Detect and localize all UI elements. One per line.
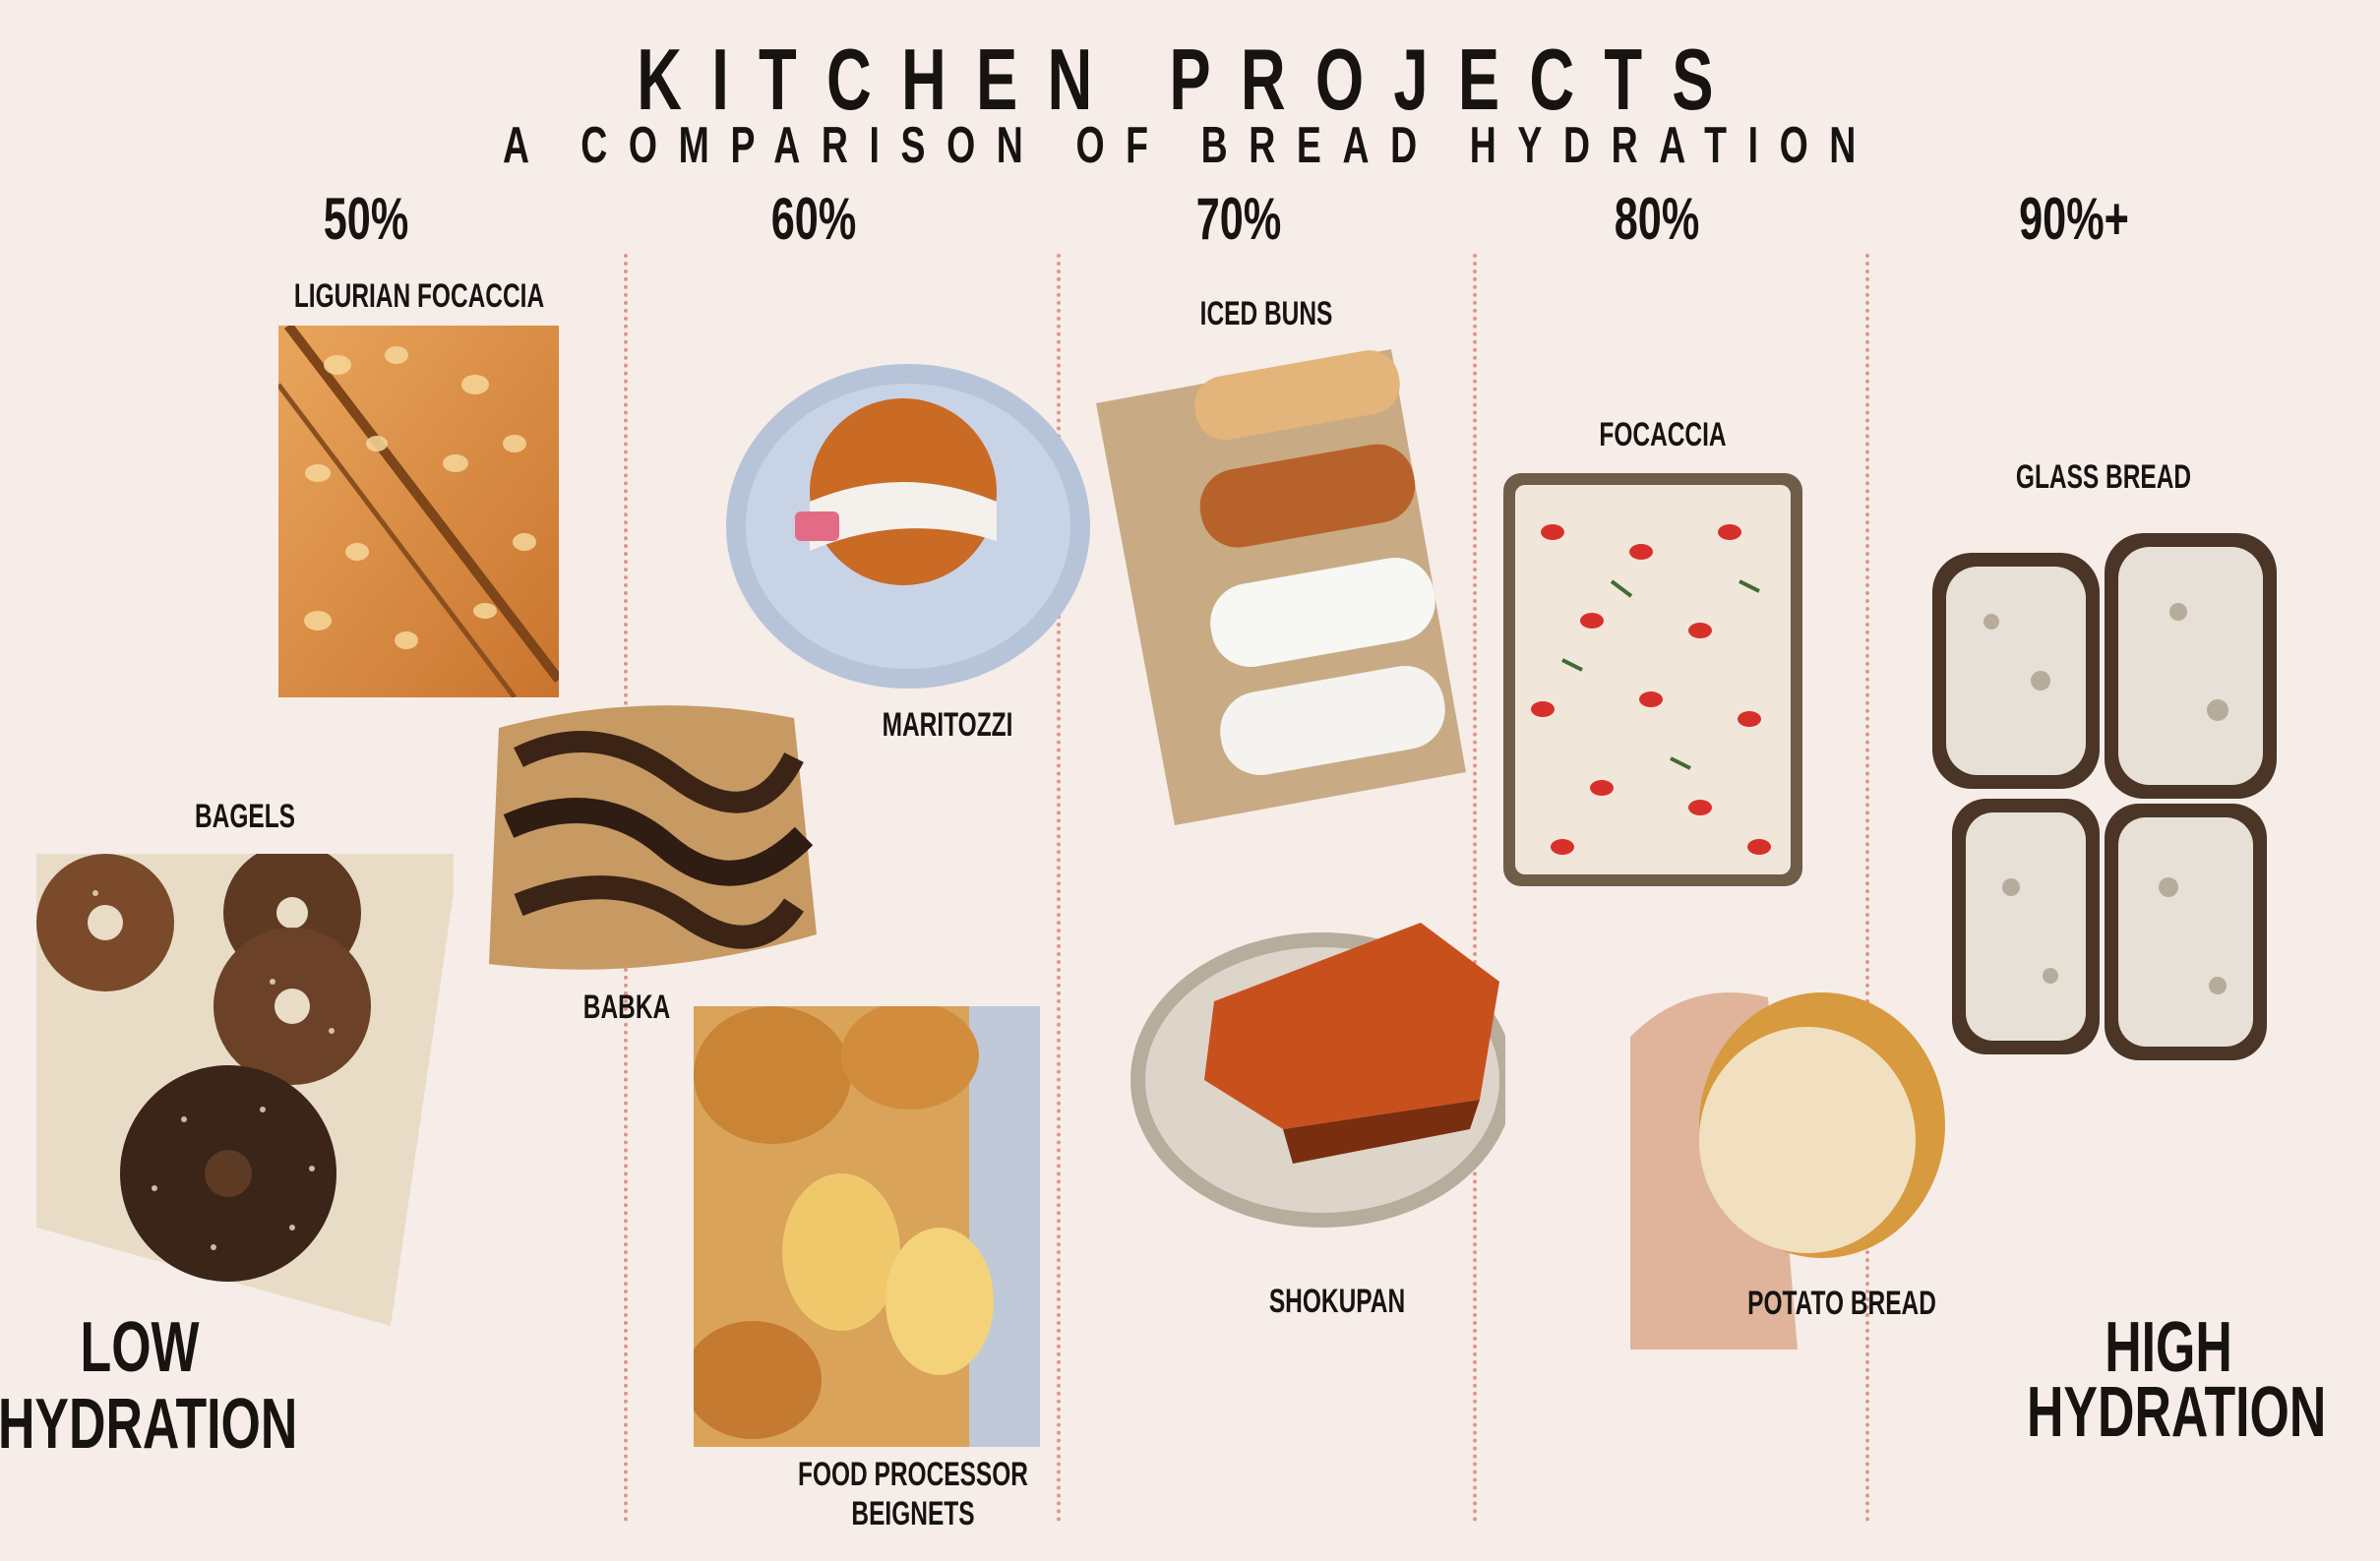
low-hydration-line1: LOW xyxy=(80,1308,200,1387)
hydration-90-label: 90%+ xyxy=(2019,186,2129,252)
bread-label-focaccia: FOCACCIA xyxy=(1599,416,1727,453)
bread-label-iced-buns: ICED BUNS xyxy=(1199,295,1333,332)
hydration-80-label: 80% xyxy=(1614,186,1700,252)
bread-label-maritozzi: MARITOZZI xyxy=(882,706,1013,744)
maritozzi-photo xyxy=(716,354,1095,698)
high-hydration-line2: HYDRATION xyxy=(2027,1373,2327,1452)
glass-bread-photo xyxy=(1932,533,2277,1060)
bread-label-babka: BABKA xyxy=(582,989,671,1026)
babka-photo xyxy=(479,698,817,974)
potato-bread-photo xyxy=(1630,958,1950,1350)
bread-label-glass-bread: GLASS BREAD xyxy=(2015,458,2192,496)
focaccia-photo xyxy=(1503,473,1802,886)
bread-label-bagels: BAGELS xyxy=(194,798,296,835)
low-hydration-line2: HYDRATION xyxy=(0,1385,298,1464)
bread-label-beignets-line1: FOOD PROCESSOR xyxy=(798,1456,1028,1493)
hydration-70-label: 70% xyxy=(1195,186,1282,252)
hydration-60-label: 60% xyxy=(770,186,857,252)
column-divider xyxy=(1057,254,1061,1523)
high-hydration-line1: HIGH xyxy=(2105,1308,2232,1387)
bread-label-shokupan: SHOKUPAN xyxy=(1268,1283,1406,1320)
column-divider xyxy=(1473,254,1477,1523)
page-subtitle: A COMPARISON OF BREAD HYDRATION xyxy=(503,117,1877,174)
ligurian-focaccia-photo xyxy=(278,326,559,697)
bread-label-beignets-line2: BEIGNETS xyxy=(851,1495,975,1532)
page-title: KITCHEN PROJECTS xyxy=(637,30,1743,128)
iced-buns-photo xyxy=(1096,349,1466,825)
column-divider xyxy=(1865,254,1869,1523)
shokupan-photo xyxy=(1126,903,1505,1230)
bread-label-potato-bread: POTATO BREAD xyxy=(1747,1285,1936,1322)
bread-label-ligurian-focaccia: LIGURIAN FOCACCIA xyxy=(293,277,545,315)
beignets-photo xyxy=(694,1006,1040,1447)
hydration-50-label: 50% xyxy=(323,186,409,252)
bagels-photo xyxy=(36,854,454,1326)
